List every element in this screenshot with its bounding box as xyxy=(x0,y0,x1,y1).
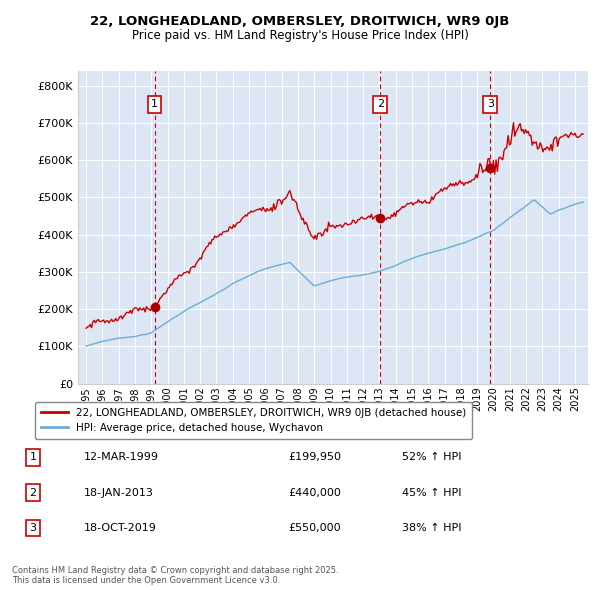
Text: 2: 2 xyxy=(29,488,37,497)
Text: 2: 2 xyxy=(377,99,384,109)
Text: 12-MAR-1999: 12-MAR-1999 xyxy=(84,453,159,462)
Text: £199,950: £199,950 xyxy=(288,453,341,462)
Text: 22, LONGHEADLAND, OMBERSLEY, DROITWICH, WR9 0JB: 22, LONGHEADLAND, OMBERSLEY, DROITWICH, … xyxy=(91,15,509,28)
Text: 52% ↑ HPI: 52% ↑ HPI xyxy=(402,453,461,462)
Text: 18-JAN-2013: 18-JAN-2013 xyxy=(84,488,154,497)
Text: 1: 1 xyxy=(151,99,158,109)
Text: 18-OCT-2019: 18-OCT-2019 xyxy=(84,523,157,533)
Text: £440,000: £440,000 xyxy=(288,488,341,497)
Text: 38% ↑ HPI: 38% ↑ HPI xyxy=(402,523,461,533)
Text: 1: 1 xyxy=(29,453,37,462)
Text: 45% ↑ HPI: 45% ↑ HPI xyxy=(402,488,461,497)
Text: 3: 3 xyxy=(487,99,494,109)
Text: Contains HM Land Registry data © Crown copyright and database right 2025.
This d: Contains HM Land Registry data © Crown c… xyxy=(12,566,338,585)
Legend: 22, LONGHEADLAND, OMBERSLEY, DROITWICH, WR9 0JB (detached house), HPI: Average p: 22, LONGHEADLAND, OMBERSLEY, DROITWICH, … xyxy=(35,402,472,439)
Text: 3: 3 xyxy=(29,523,37,533)
Text: £550,000: £550,000 xyxy=(288,523,341,533)
Text: Price paid vs. HM Land Registry's House Price Index (HPI): Price paid vs. HM Land Registry's House … xyxy=(131,30,469,42)
